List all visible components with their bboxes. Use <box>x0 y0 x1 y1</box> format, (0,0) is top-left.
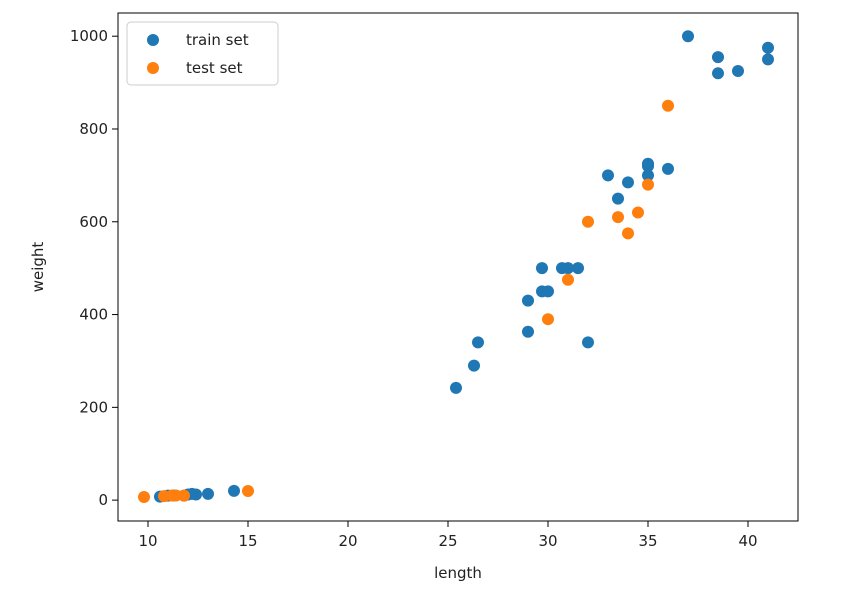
train-point <box>762 41 774 54</box>
x-tick-label: 30 <box>538 532 557 550</box>
test-point <box>138 491 150 504</box>
test-point <box>242 484 254 497</box>
y-axis-label: weight <box>29 242 47 293</box>
train-point <box>522 294 534 307</box>
train-point <box>562 262 574 275</box>
train-point <box>712 51 724 64</box>
train-point <box>450 381 462 394</box>
x-tick-label: 20 <box>338 532 357 550</box>
test-point <box>612 211 624 224</box>
axes-frame <box>117 12 799 522</box>
x-tick-label: 15 <box>238 532 257 550</box>
test-point <box>632 206 644 219</box>
train-point <box>472 336 484 349</box>
train-point <box>572 262 584 275</box>
y-tick-label: 1000 <box>70 27 108 45</box>
legend-label: test set <box>186 59 243 77</box>
train-point <box>468 359 480 372</box>
legend-label: train set <box>186 31 249 49</box>
x-tick-label: 40 <box>738 532 757 550</box>
legend-marker <box>147 62 159 74</box>
plot-area <box>117 12 799 522</box>
test-point <box>542 313 554 326</box>
test-point <box>642 178 654 191</box>
legend-box <box>126 21 279 86</box>
data-points <box>138 30 774 504</box>
train-point <box>712 67 724 80</box>
test-point <box>662 99 674 112</box>
x-axis-ticks: 10 15 20 25 30 35 40 <box>138 521 758 550</box>
y-tick-label: 800 <box>79 120 108 138</box>
y-tick-label: 200 <box>79 398 108 416</box>
legend: train set test set <box>126 21 279 86</box>
train-point <box>522 325 534 338</box>
train-point <box>682 30 694 43</box>
train-point <box>602 169 614 182</box>
test-point <box>622 227 634 240</box>
train-point <box>582 336 594 349</box>
train-point <box>762 53 774 66</box>
y-tick-label: 600 <box>79 213 108 231</box>
train-point <box>622 176 634 189</box>
train-point <box>190 488 202 501</box>
x-tick-label: 10 <box>138 532 157 550</box>
train-point <box>642 160 654 173</box>
x-axis-label: length <box>434 564 482 582</box>
train-point <box>202 487 214 500</box>
x-tick-label: 35 <box>638 532 657 550</box>
train-point <box>662 162 674 175</box>
train-point <box>612 192 624 205</box>
y-axis-ticks: 0 200 400 600 800 1000 <box>70 27 118 509</box>
test-point <box>582 215 594 228</box>
test-point <box>562 273 574 286</box>
train-point <box>542 285 554 298</box>
train-point <box>732 64 744 77</box>
train-point <box>536 262 548 275</box>
test-point <box>178 489 190 502</box>
legend-marker <box>147 34 159 46</box>
y-tick-label: 400 <box>79 306 108 324</box>
y-tick-label: 0 <box>98 491 108 509</box>
train-point <box>228 484 240 497</box>
train-point <box>642 169 654 182</box>
x-tick-label: 25 <box>438 532 457 550</box>
